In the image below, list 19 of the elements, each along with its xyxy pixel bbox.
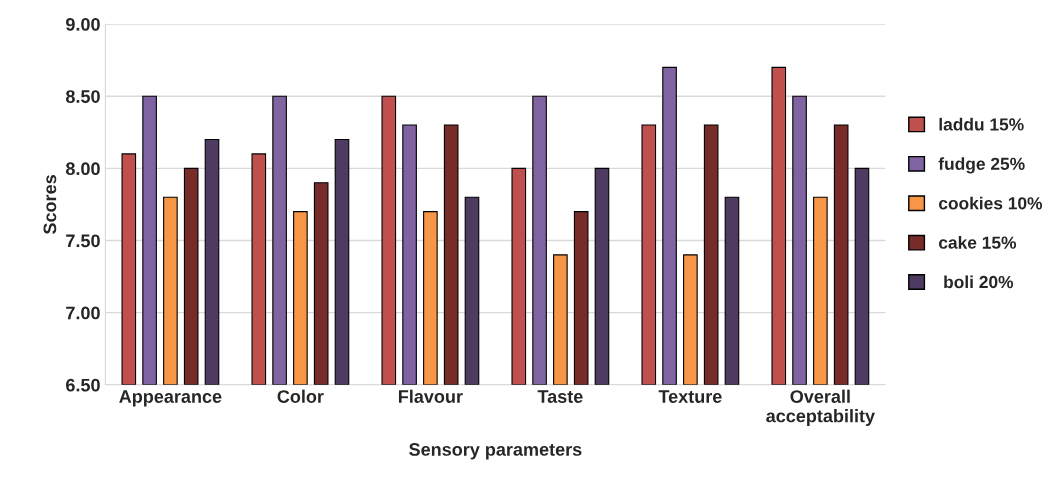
y-tick-label: 7.00 [66, 306, 100, 320]
y-tick-label: 8.00 [65, 162, 100, 176]
x-axis-title: Sensory parameters [409, 443, 582, 460]
legend-label: cookies 10% [938, 196, 1043, 210]
x-tick-label: Color [277, 389, 324, 403]
x-tick-label: Texture [658, 390, 722, 403]
y-tick-label: 9.00 [66, 17, 100, 31]
legend-label: laddu 15% [939, 117, 1024, 131]
y-axis-title: Scores [43, 175, 57, 235]
legend-label: cake 15% [938, 236, 1017, 249]
legend-label: fudge 25% [938, 157, 1025, 174]
x-tick-label: Overall acceptability [766, 389, 875, 426]
y-tick-label: 7.50 [66, 234, 100, 248]
x-tick-label: Taste [537, 390, 583, 403]
y-tick-label: 8.50 [65, 90, 100, 103]
y-tick-label: 6.50 [66, 378, 100, 392]
x-tick-label: Flavour [398, 389, 463, 403]
x-tick-label: Appearance [119, 390, 222, 407]
legend-label: boli 20% [944, 275, 1014, 289]
